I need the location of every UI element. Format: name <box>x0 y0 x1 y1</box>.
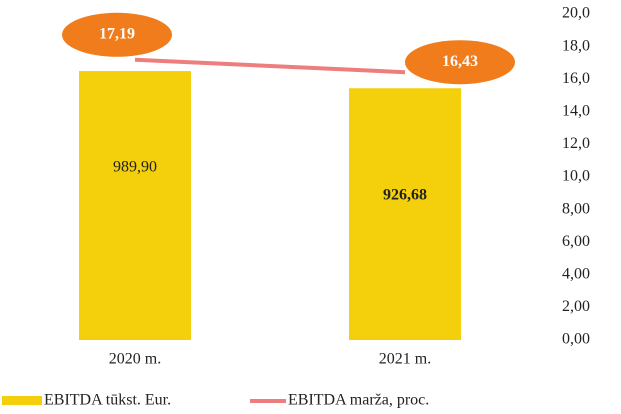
bar-value-label: 989,90 <box>113 159 157 176</box>
y2-tick-label: 12,0 <box>562 135 590 152</box>
y2-tick-label: 8,00 <box>562 200 590 217</box>
legend-label: EBITDA tūkst. Eur. <box>44 392 171 409</box>
line <box>134 57 406 75</box>
y2-tick-label: 14,0 <box>562 102 590 119</box>
line-value-label: 16,43 <box>442 53 478 70</box>
legend-swatch <box>2 396 42 405</box>
bar <box>79 71 191 341</box>
y2-tick-label: 0,00 <box>562 331 590 348</box>
bar <box>349 88 461 341</box>
y2-tick-label: 4,00 <box>562 265 590 282</box>
y2-tick-label: 2,00 <box>562 298 590 315</box>
y2-tick-label: 6,00 <box>562 233 590 250</box>
y2-tick-label: 10,0 <box>562 168 590 185</box>
line-value-label: 17,19 <box>99 25 135 42</box>
bar-value-label: 926,68 <box>383 187 427 204</box>
x-tick-label: 2020 m. <box>109 351 161 368</box>
legend-label: EBITDA marža, proc. <box>288 392 429 409</box>
y2-tick-label: 16,0 <box>562 70 590 87</box>
line-label-bubble <box>405 40 515 85</box>
y2-tick-label: 20,0 <box>562 5 590 22</box>
line-label-bubble <box>62 12 172 57</box>
y2-tick-label: 18,0 <box>562 37 590 54</box>
x-tick-label: 2021 m. <box>379 351 431 368</box>
